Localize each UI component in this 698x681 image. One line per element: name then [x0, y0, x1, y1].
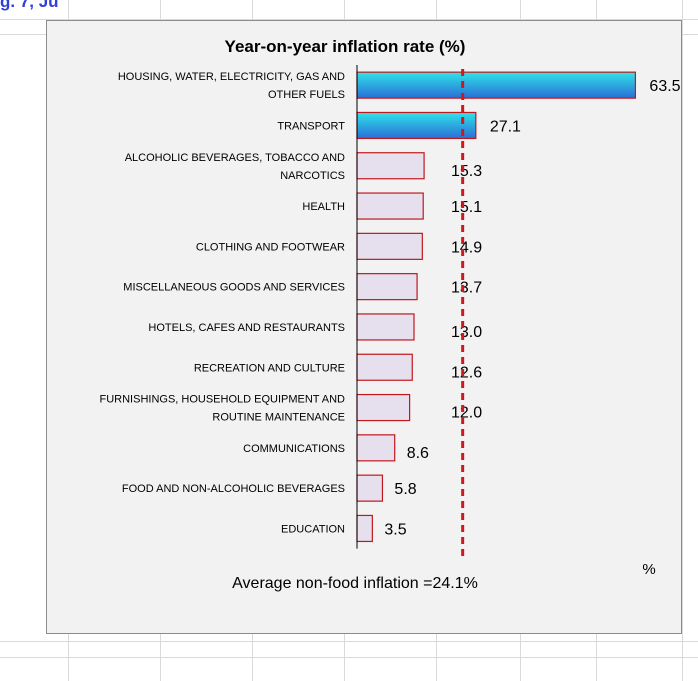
- value-label-10: 5.8: [394, 481, 416, 498]
- bar-11: [356, 514, 373, 543]
- value-label-6: 13.0: [451, 324, 482, 341]
- category-label-4: CLOTHING AND FOOTWEAR: [196, 241, 345, 253]
- inflation-bar-chart: Year-on-year inflation rate (%) HOUSING,…: [100, 37, 681, 592]
- category-label-10: FOOD AND NON-ALCOHOLIC BEVERAGES: [122, 483, 345, 495]
- bar-4: [356, 232, 423, 260]
- category-label-9: COMMUNICATIONS: [243, 443, 345, 455]
- header-fragment-text: g. 7, Ju: [0, 0, 59, 11]
- bar-0: [356, 71, 637, 99]
- value-label-8: 12.0: [451, 405, 482, 422]
- average-label: Average non-food inflation =24.1%: [232, 575, 478, 592]
- bar-9: [356, 434, 396, 462]
- bar-5: [356, 273, 418, 301]
- unit-label: %: [642, 561, 655, 578]
- bar-8: [356, 393, 411, 422]
- value-label-7: 12.6: [451, 364, 482, 381]
- category-label-1: TRANSPORT: [277, 120, 345, 132]
- value-label-0: 63.5: [649, 78, 680, 95]
- value-label-2: 15.3: [451, 163, 482, 180]
- bar-1: [356, 111, 477, 140]
- category-label-11: EDUCATION: [281, 523, 345, 535]
- category-label-6: HOTELS, CAFES AND RESTAURANTS: [148, 322, 345, 334]
- category-label-3: HEALTH: [302, 201, 345, 213]
- category-label-8: FURNISHINGS, HOUSEHOLD EQUIPMENT AND ROUT…: [100, 394, 346, 424]
- category-label-7: RECREATION AND CULTURE: [194, 362, 345, 374]
- value-label-5: 13.7: [451, 280, 482, 297]
- bar-7: [356, 353, 413, 381]
- bar-2: [356, 152, 425, 180]
- chart-area: Year-on-year inflation rate (%) HOUSING,…: [46, 20, 682, 634]
- bar-3: [356, 192, 424, 220]
- value-label-4: 14.9: [451, 239, 482, 256]
- value-label-3: 15.1: [451, 199, 482, 216]
- category-label-5: MISCELLANEOUS GOODS AND SERVICES: [123, 282, 345, 294]
- value-label-11: 3.5: [384, 521, 406, 538]
- value-label-1: 27.1: [490, 118, 521, 135]
- value-label-9: 8.6: [407, 445, 429, 462]
- bar-10: [356, 474, 384, 502]
- category-label-2: ALCOHOLIC BEVERAGES, TOBACCO AND NARCOTIC…: [125, 152, 345, 182]
- chart-title: Year-on-year inflation rate (%): [225, 37, 466, 56]
- category-label-0: HOUSING, WATER, ELECTRICITY, GAS AND OTHE…: [118, 71, 345, 101]
- bar-6: [356, 313, 415, 341]
